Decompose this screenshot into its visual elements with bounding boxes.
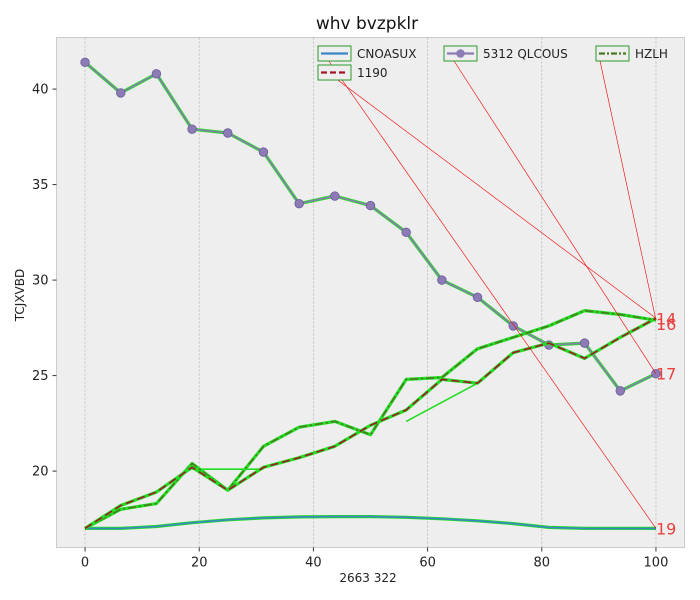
- data-point: [365, 200, 376, 211]
- grid-lines: [84, 37, 657, 548]
- data-point: [80, 57, 90, 68]
- series-lines: [80, 57, 661, 531]
- annotation-label: 19: [656, 519, 676, 538]
- x-axis-label: 2663 322: [339, 571, 396, 585]
- data-point: [294, 198, 304, 209]
- x-axis-ticks: 0 20 40 60 80 100: [81, 547, 669, 571]
- chart-title: whv bvzpklr: [316, 14, 418, 34]
- annotation-arrows: [318, 46, 657, 529]
- legend-label: 5312 QLCOUS: [483, 47, 568, 61]
- y-tick-label: 30: [32, 274, 49, 289]
- annotation-label: 16: [656, 315, 676, 334]
- data-point: [579, 338, 590, 348]
- data-point: [330, 191, 340, 201]
- legend-marker: [456, 49, 465, 58]
- data-point: [116, 88, 126, 98]
- annotation-arrow: [318, 65, 657, 319]
- annotation-arrow: [318, 46, 657, 529]
- data-point: [401, 227, 411, 238]
- highlight-lines: [192, 382, 478, 470]
- data-point: [437, 275, 447, 285]
- data-point: [615, 386, 625, 396]
- x-tick-label: 80: [533, 556, 550, 571]
- data-point: [472, 292, 483, 302]
- series-line-1190: [84, 317, 657, 530]
- annotation-label: 14: [656, 309, 676, 328]
- y-tick-label: 35: [32, 178, 49, 193]
- x-tick-label: 100: [644, 556, 669, 571]
- highlight-segment: [405, 382, 478, 423]
- annotation-arrow: [596, 46, 657, 321]
- x-tick-label: 40: [305, 556, 322, 571]
- legend-label: HZLH: [635, 47, 668, 61]
- y-tick-label: 40: [32, 83, 49, 98]
- legend-label: 1190: [357, 66, 388, 80]
- legend: CNOASUX 5312 QLCOUS HZLH 1190: [317, 45, 668, 81]
- legend-label: CNOASUX: [357, 47, 416, 61]
- plot-area: [56, 37, 685, 548]
- x-tick-label: 0: [81, 556, 89, 571]
- y-axis-ticks: 20 25 30 35 40: [32, 83, 57, 480]
- data-point: [151, 69, 162, 79]
- annotation-label: 17: [656, 365, 676, 384]
- annotation-arrow: [444, 46, 657, 374]
- series-line-cnoasux: [85, 515, 656, 530]
- data-point: [187, 124, 197, 134]
- y-axis-label: TCJXVBD: [13, 269, 27, 322]
- y-tick-label: 25: [32, 369, 49, 384]
- data-point: [258, 147, 269, 157]
- data-point: [223, 128, 233, 138]
- y-tick-label: 20: [32, 465, 49, 480]
- x-tick-label: 60: [419, 556, 436, 571]
- x-tick-label: 20: [191, 556, 208, 571]
